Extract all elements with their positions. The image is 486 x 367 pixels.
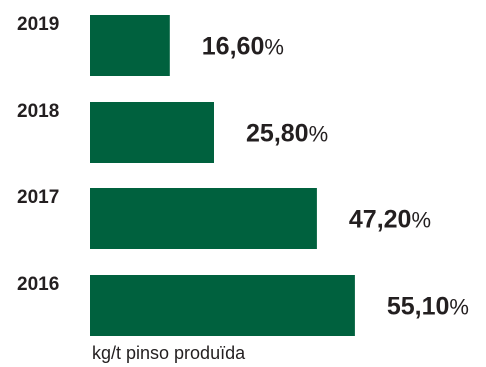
data-label: 25,80% (246, 120, 328, 148)
category-label: 2018 (17, 101, 59, 122)
category-label: 2016 (17, 274, 59, 295)
data-label: 47,20% (349, 206, 431, 234)
bar (90, 15, 170, 76)
unit-label: kg/t pinso produïda (92, 343, 246, 363)
bar (90, 188, 317, 249)
category-label: 2017 (17, 187, 59, 208)
category-label: 2019 (17, 14, 59, 35)
data-label: 55,10% (387, 293, 469, 321)
data-label: 16,60% (202, 33, 284, 61)
bar (90, 102, 214, 163)
bar (90, 275, 355, 336)
